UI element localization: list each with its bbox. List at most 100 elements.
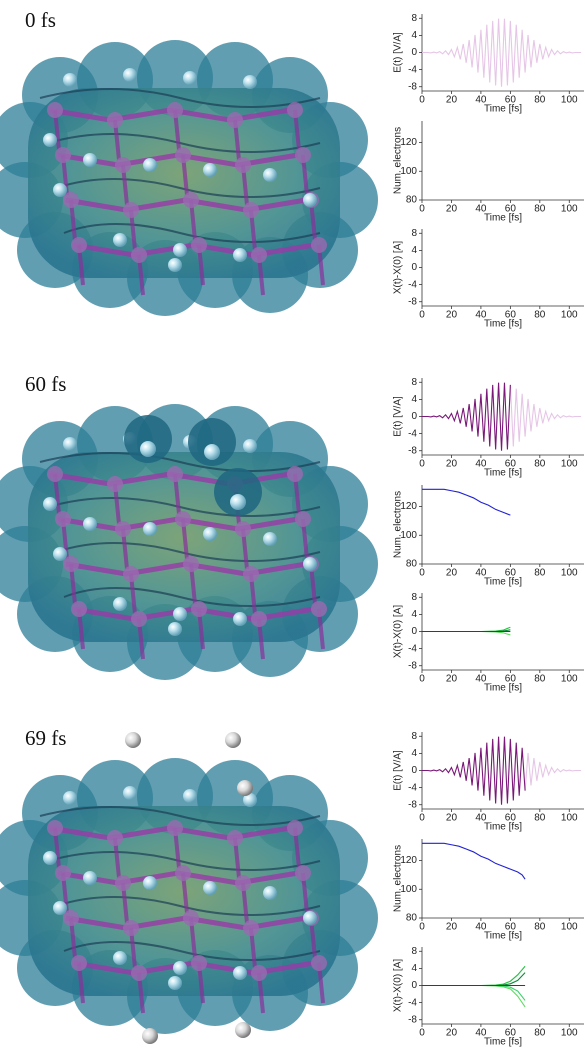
series-line bbox=[422, 972, 526, 987]
x-tick-label: 80 bbox=[534, 95, 546, 106]
density-ridge bbox=[39, 452, 321, 472]
series-line bbox=[422, 736, 526, 805]
atom bbox=[115, 521, 131, 537]
y-axis-label: X(t)-X(0) [A] bbox=[393, 605, 404, 659]
atom bbox=[227, 112, 243, 128]
atom-h bbox=[243, 439, 257, 453]
y-tick-label: 8 bbox=[411, 592, 417, 603]
atom-h bbox=[63, 791, 77, 805]
x-tick-label: 40 bbox=[475, 922, 487, 933]
atom-h bbox=[123, 68, 137, 82]
atom-h bbox=[83, 153, 97, 167]
atom bbox=[287, 820, 303, 836]
atom-h bbox=[203, 163, 217, 177]
y-axis-label: X(t)-X(0) [A] bbox=[393, 241, 404, 295]
y-axis-label: E(t) [V/A] bbox=[393, 32, 404, 73]
x-tick-label: 80 bbox=[534, 459, 546, 470]
atom-h bbox=[303, 193, 317, 207]
y-tick-label: -4 bbox=[408, 64, 417, 75]
x-tick-label: 40 bbox=[475, 674, 487, 685]
atom bbox=[71, 601, 87, 617]
x-tick-label: 20 bbox=[446, 310, 458, 321]
atom bbox=[47, 102, 63, 118]
atom bbox=[63, 192, 79, 208]
x-tick-label: 0 bbox=[419, 95, 425, 106]
x-axis-label: Time [fs] bbox=[484, 822, 522, 833]
atom bbox=[251, 965, 267, 981]
series-line bbox=[422, 626, 511, 633]
atom-h bbox=[263, 886, 277, 900]
atom bbox=[47, 466, 63, 482]
y-tick-label: -4 bbox=[408, 997, 417, 1008]
x-tick-label: 100 bbox=[561, 922, 578, 933]
atom bbox=[71, 237, 87, 253]
x-axis-label: Time [fs] bbox=[484, 931, 522, 942]
y-tick-label: 100 bbox=[400, 530, 417, 541]
y-tick-label: 8 bbox=[411, 377, 417, 388]
x-tick-label: 100 bbox=[561, 310, 578, 321]
atom bbox=[287, 466, 303, 482]
x-tick-label: 40 bbox=[475, 568, 487, 579]
density-ridge bbox=[55, 896, 321, 916]
y-tick-label: -8 bbox=[408, 799, 417, 810]
x-axis-label: Time [fs] bbox=[484, 1037, 522, 1048]
atom bbox=[183, 192, 199, 208]
x-tick-label: 20 bbox=[446, 568, 458, 579]
x-tick-label: 100 bbox=[561, 95, 578, 106]
atom-h bbox=[243, 793, 257, 807]
y-tick-label: 4 bbox=[411, 30, 417, 41]
x-tick-label: 0 bbox=[419, 674, 425, 685]
atom-h bbox=[183, 789, 197, 803]
atom-h bbox=[233, 248, 247, 262]
atom-h bbox=[140, 441, 156, 457]
y-tick-label: 4 bbox=[411, 245, 417, 256]
y-tick-label: 8 bbox=[411, 13, 417, 24]
x-tick-label: 100 bbox=[561, 459, 578, 470]
density-ridge bbox=[63, 223, 321, 243]
density-ridge bbox=[63, 587, 321, 607]
x-tick-label: 20 bbox=[446, 204, 458, 215]
ejected-atom bbox=[235, 1022, 251, 1038]
molecule bbox=[0, 404, 378, 680]
atom bbox=[175, 511, 191, 527]
x-tick-label: 20 bbox=[446, 922, 458, 933]
atom bbox=[131, 611, 147, 627]
atom-h bbox=[203, 527, 217, 541]
x-tick-label: 20 bbox=[446, 674, 458, 685]
atom bbox=[63, 910, 79, 926]
atom-h bbox=[263, 532, 277, 546]
atom-h bbox=[53, 901, 67, 915]
atom bbox=[191, 601, 207, 617]
x-tick-label: 80 bbox=[534, 310, 546, 321]
atom bbox=[115, 157, 131, 173]
atom-h bbox=[113, 233, 127, 247]
atom bbox=[287, 102, 303, 118]
x-tick-label: 60 bbox=[505, 922, 517, 933]
x-tick-label: 100 bbox=[561, 674, 578, 685]
x-tick-label: 40 bbox=[475, 204, 487, 215]
atom-h bbox=[230, 494, 246, 510]
ejected-atom bbox=[225, 732, 241, 748]
y-tick-label: 80 bbox=[406, 559, 418, 570]
x-tick-label: 80 bbox=[534, 1028, 546, 1039]
atom bbox=[107, 476, 123, 492]
density-dome bbox=[188, 418, 236, 466]
y-tick-label: 80 bbox=[406, 195, 418, 206]
density-dome bbox=[214, 468, 262, 516]
atom bbox=[71, 955, 87, 971]
atom-h bbox=[83, 517, 97, 531]
y-tick-label: 0 bbox=[411, 262, 417, 273]
atom-h bbox=[63, 73, 77, 87]
atom bbox=[311, 955, 327, 971]
x-tick-label: 100 bbox=[561, 813, 578, 824]
snapshot-label: 69 fs bbox=[25, 726, 66, 750]
x-tick-label: 100 bbox=[561, 204, 578, 215]
x-axis-label: Time [fs] bbox=[484, 104, 522, 115]
atom bbox=[115, 875, 131, 891]
atom bbox=[243, 566, 259, 582]
x-tick-label: 60 bbox=[505, 95, 517, 106]
density-ridge bbox=[63, 941, 321, 961]
ejected-atom bbox=[125, 732, 141, 748]
atom bbox=[167, 820, 183, 836]
